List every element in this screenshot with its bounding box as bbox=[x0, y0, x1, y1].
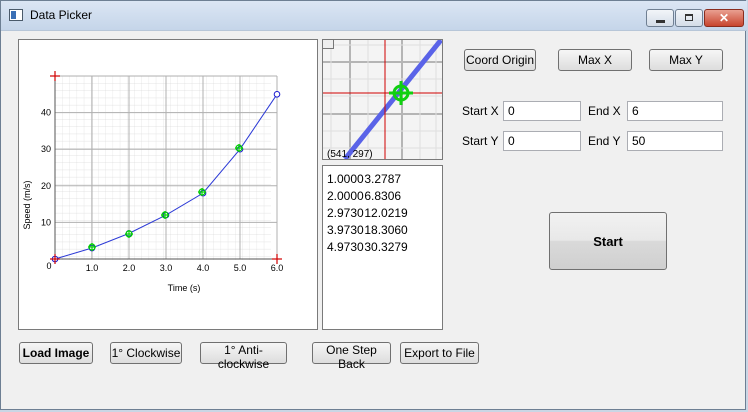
x-tick-label: 5.0 bbox=[234, 263, 247, 273]
calibration-marker bbox=[272, 254, 282, 264]
calibration-markers bbox=[50, 71, 282, 264]
max-y-button[interactable]: Max Y bbox=[649, 49, 723, 71]
graph-image[interactable]: Time (s) Speed (m/s) 0 1.0 2.0 3.0 4.0 5.0 6.… bbox=[19, 40, 317, 329]
minimize-icon bbox=[656, 20, 665, 23]
major-grid bbox=[55, 75, 278, 259]
list-item[interactable]: 2.0000 6.8306 bbox=[327, 189, 402, 203]
load-image-button[interactable]: Load Image bbox=[19, 342, 93, 364]
minimize-button[interactable] bbox=[646, 9, 674, 27]
picked-points-list[interactable]: 1.0000 3.2787 2.0000 6.8306 2.9730 12.02… bbox=[322, 165, 443, 330]
rotate-clockwise-button[interactable]: 1° Clockwise bbox=[110, 342, 182, 364]
end-x-field[interactable] bbox=[627, 101, 723, 121]
end-y-field[interactable] bbox=[627, 131, 723, 151]
zoom-view: (541, 297) bbox=[322, 39, 443, 160]
y-tick-label: 40 bbox=[41, 108, 51, 118]
close-button[interactable]: ✕ bbox=[704, 9, 744, 27]
minor-grid bbox=[55, 76, 271, 260]
x-tick-label: 3.0 bbox=[160, 263, 173, 273]
list-item[interactable]: 4.9730 30.3279 bbox=[327, 240, 408, 254]
axes bbox=[54, 76, 277, 260]
y-tick-label: 10 bbox=[41, 217, 51, 227]
picked-point-marker bbox=[198, 188, 207, 197]
list-item[interactable]: 3.9730 18.3060 bbox=[327, 223, 408, 237]
export-to-file-button[interactable]: Export to File bbox=[400, 342, 479, 364]
x-tick-label: 1.0 bbox=[86, 263, 99, 273]
zoom-curve bbox=[343, 40, 442, 159]
image-canvas[interactable]: Time (s) Speed (m/s) 0 1.0 2.0 3.0 4.0 5.0 6.… bbox=[18, 39, 318, 330]
picked-point-marker bbox=[161, 210, 170, 219]
y-tick-labels: 10 20 30 40 bbox=[41, 108, 51, 228]
start-x-field[interactable] bbox=[503, 101, 581, 121]
end-y-label: End Y bbox=[588, 134, 621, 148]
picked-point-marker bbox=[88, 242, 96, 251]
calibration-marker bbox=[50, 71, 60, 81]
cursor-coordinates: (541, 297) bbox=[327, 149, 373, 160]
data-point bbox=[273, 91, 281, 98]
start-button[interactable]: Start bbox=[549, 212, 667, 270]
x-tick-label: 4.0 bbox=[197, 263, 210, 273]
app-icon bbox=[9, 9, 23, 21]
start-x-label: Start X bbox=[462, 104, 499, 118]
list-item[interactable]: 2.9730 12.0219 bbox=[327, 206, 408, 220]
list-item[interactable]: 1.0000 3.2787 bbox=[327, 172, 402, 186]
window-title: Data Picker bbox=[30, 8, 93, 22]
x-tick-label: 2.0 bbox=[123, 263, 136, 273]
one-step-back-button[interactable]: One Step Back bbox=[312, 342, 391, 371]
title-bar[interactable]: Data Picker ✕ bbox=[1, 1, 747, 31]
zoom-drag-handle[interactable] bbox=[322, 39, 334, 49]
coord-origin-button[interactable]: Coord Origin bbox=[464, 49, 536, 71]
picked-point-marker bbox=[235, 143, 244, 152]
zoom-image bbox=[323, 40, 442, 159]
end-x-label: End X bbox=[588, 104, 621, 118]
rotate-anticlockwise-button[interactable]: 1° Anti-clockwise bbox=[200, 342, 287, 371]
x-tick-labels: 1.0 2.0 3.0 4.0 5.0 6.0 bbox=[86, 263, 284, 273]
start-y-field[interactable] bbox=[503, 131, 581, 151]
x-axis-title: Time (s) bbox=[168, 283, 201, 293]
max-x-button[interactable]: Max X bbox=[558, 49, 632, 71]
calibration-marker bbox=[50, 254, 60, 264]
y-axis-title: Speed (m/s) bbox=[22, 180, 32, 229]
y-tick-label: 20 bbox=[41, 181, 51, 191]
x-tick-label: 6.0 bbox=[271, 263, 284, 273]
picked-point-marker bbox=[125, 230, 133, 238]
maximize-icon bbox=[685, 14, 693, 21]
start-y-label: Start Y bbox=[462, 134, 499, 148]
close-icon: ✕ bbox=[718, 11, 730, 25]
picked-markers bbox=[88, 143, 244, 251]
origin-label: 0 bbox=[46, 261, 51, 271]
maximize-button[interactable] bbox=[675, 9, 703, 27]
y-tick-label: 30 bbox=[41, 144, 51, 154]
